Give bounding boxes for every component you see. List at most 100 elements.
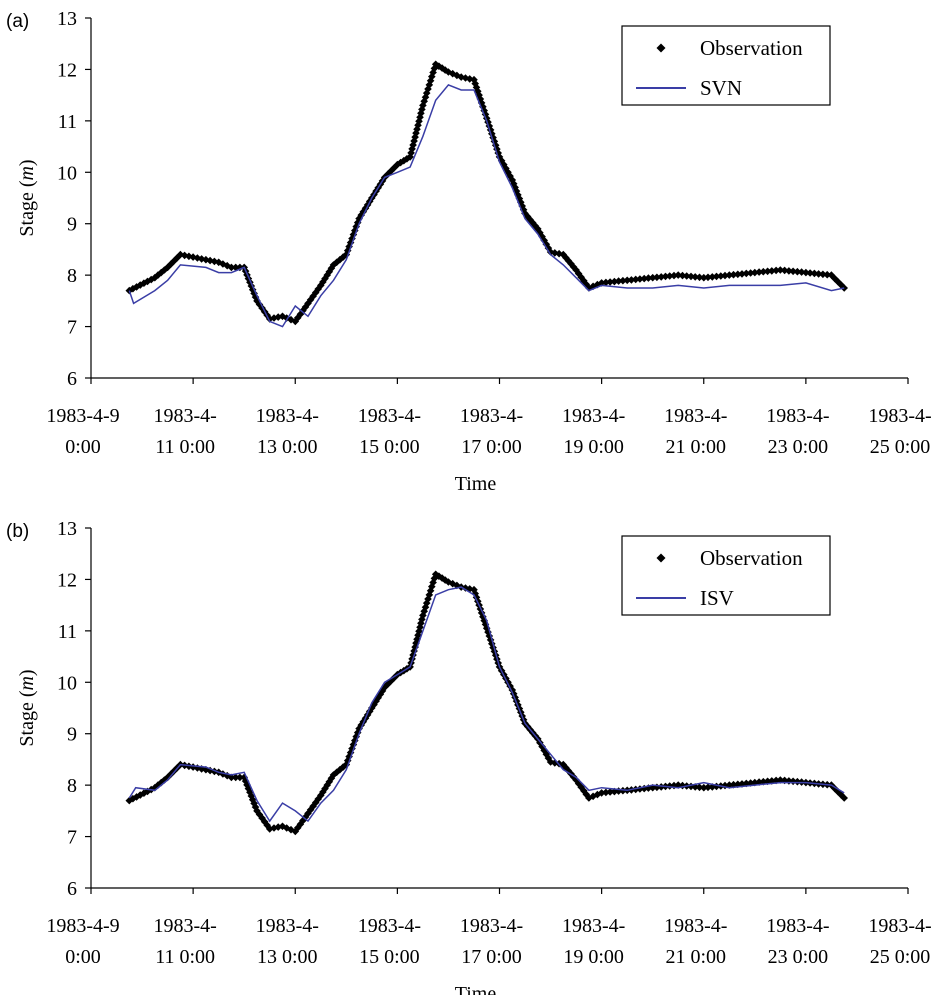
observation-point (755, 268, 763, 276)
observation-point (597, 279, 606, 287)
y-axis-title: Stage (m) (16, 669, 38, 746)
observation-point (536, 228, 544, 237)
observation-point (678, 781, 687, 790)
observation-point (471, 589, 479, 598)
observation-point (384, 170, 392, 178)
y-axis-title-unit: m (16, 676, 38, 690)
panel-label: (b) (6, 521, 29, 542)
observation-point (247, 792, 256, 800)
chart-panel-a: (a) 6 7 8 9 10 11 12 13 1983-4-9 0:00 1983-4- 11 0:0… (6, 8, 932, 495)
observation-point (403, 155, 411, 163)
observation-point (619, 786, 627, 795)
observation-point (567, 260, 575, 268)
observation-point (244, 784, 253, 793)
observation-point (339, 253, 347, 261)
observation-point (485, 632, 494, 640)
observation-point (311, 798, 320, 807)
x-axis-title: Time (455, 473, 497, 495)
observation-point (411, 643, 419, 651)
observation-point (258, 814, 266, 822)
observation-point (572, 266, 580, 274)
observation-point (593, 790, 602, 799)
x-tick-label-line1: 1983-4- (256, 405, 319, 427)
observation-point (840, 794, 848, 802)
observation-point (569, 263, 578, 271)
observation-point (147, 275, 155, 284)
observation-point (488, 129, 496, 138)
x-tick-label-line2: 15 0:00 (359, 946, 420, 968)
observation-point (593, 280, 602, 289)
observation-point (319, 788, 327, 796)
observation-point (717, 272, 725, 280)
observation-point (511, 183, 519, 192)
observation-point (712, 272, 721, 281)
observation-point (236, 773, 244, 782)
series-line-isv (128, 586, 845, 823)
observation-point (429, 578, 437, 587)
observation-point (410, 647, 418, 655)
observation-point (438, 574, 446, 582)
observation-point (274, 823, 282, 831)
observation-point (151, 273, 159, 282)
y-axis-title-suffix: ) (16, 669, 38, 676)
observation-point (170, 767, 178, 775)
observation-point (346, 748, 355, 757)
x-tick-label-line2: 13 0:00 (257, 946, 318, 968)
x-tick-label-line2: 13 0:00 (257, 436, 318, 458)
observation-point (610, 277, 619, 286)
x-tick-label-line1: 1983-4- (868, 405, 931, 427)
y-tick-label: 7 (67, 317, 77, 339)
x-tick-label-line1: 1983-4- (358, 915, 421, 937)
observation-point (314, 795, 322, 803)
observation-point (546, 248, 555, 256)
observation-point (370, 700, 378, 709)
observation-point (725, 271, 734, 279)
y-tick-label: 9 (67, 214, 77, 236)
observation-point (759, 267, 768, 276)
observation-point (495, 153, 504, 161)
x-tick-label-line2: 0:00 (65, 946, 101, 968)
observation-point (231, 263, 240, 272)
observation-point (227, 263, 236, 272)
observation-point (342, 760, 351, 769)
observation-point (357, 721, 365, 729)
observation-point (491, 141, 500, 150)
observation-point (589, 282, 597, 291)
y-tick-label: 10 (57, 672, 77, 694)
observation-point (819, 270, 827, 279)
observation-point (704, 273, 712, 282)
observation-point (154, 781, 162, 789)
x-tick-label-line2: 17 0:00 (461, 436, 522, 458)
observation-point (157, 268, 165, 277)
observation-point (408, 145, 416, 153)
legend-swatch-marker (656, 43, 666, 53)
observation-point (687, 272, 695, 281)
observation-point (523, 212, 532, 221)
observation-point (422, 599, 431, 607)
y-tick-label: 8 (67, 775, 77, 797)
observation-point (648, 273, 657, 282)
x-tick-label-line2: 21 0:00 (665, 946, 726, 968)
observation-point (574, 269, 583, 278)
observation-point (270, 824, 278, 832)
observation-point (461, 584, 470, 592)
observation-point (700, 273, 708, 282)
observation-point (173, 254, 181, 262)
observation-point (400, 156, 408, 165)
observation-point (562, 253, 570, 262)
observation-point (814, 270, 823, 278)
observation-point (574, 779, 583, 788)
legend-box (621, 535, 831, 616)
observation-point (526, 215, 534, 224)
observation-point (564, 256, 573, 265)
observation-point (351, 736, 359, 745)
observation-point (606, 788, 614, 796)
x-tick-label-line1: 1983-4- (766, 405, 829, 427)
series-line-svn (128, 84, 845, 328)
observation-point (255, 810, 264, 819)
observation-point (837, 281, 845, 289)
observation-point (806, 269, 814, 277)
x-tick-label-line1: 1983-4- (460, 915, 523, 937)
observation-point (610, 787, 619, 796)
observation-point (441, 576, 449, 584)
